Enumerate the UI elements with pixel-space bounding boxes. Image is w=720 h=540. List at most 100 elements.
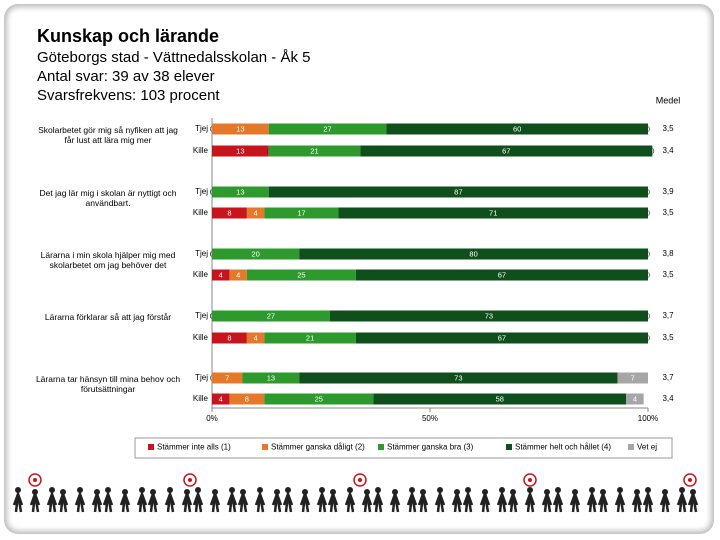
- mean-label: 3,9: [662, 187, 674, 196]
- value-label: 0: [646, 270, 650, 279]
- legend-label: Stämmer helt och hållet (4): [515, 443, 611, 452]
- footer-figure: [271, 490, 283, 513]
- bar-segment: [246, 269, 356, 281]
- footer-target: [358, 478, 362, 482]
- bar-segment: [338, 207, 648, 219]
- footer-figure: [237, 490, 249, 513]
- question-label: Lärarna förklarar så att jag förstår: [44, 312, 172, 322]
- footer-figure: [597, 490, 609, 513]
- footer-figure: [136, 490, 148, 513]
- footer-figure: [319, 487, 325, 493]
- value-label: 87: [454, 187, 462, 196]
- footer-figure: [257, 487, 263, 493]
- footer-figure: [462, 490, 474, 513]
- footer-figure: [417, 490, 429, 513]
- footer-figure: [192, 490, 204, 513]
- footer-figure: [105, 487, 111, 493]
- x-tick-label: 100%: [638, 414, 658, 423]
- category-label: Kille: [193, 146, 209, 155]
- value-label: 58: [496, 394, 504, 403]
- bar-segment: [268, 123, 387, 135]
- footer-figure: [586, 490, 598, 513]
- footer-figure: [167, 487, 173, 493]
- subtitle: Göteborgs stad - Vättnedalsskolan - Åk 5: [37, 49, 310, 66]
- legend-label: Vet ej: [637, 443, 657, 452]
- category-label: Tjej: [195, 187, 208, 196]
- footer-figure: [631, 490, 643, 513]
- footer-figure: [541, 490, 553, 513]
- value-label: 27: [267, 311, 275, 320]
- footer-target: [688, 478, 692, 482]
- value-label: 0: [646, 208, 650, 217]
- footer-figure: [229, 487, 235, 493]
- footer-figure: [181, 490, 193, 513]
- footer-figure: [46, 490, 58, 513]
- footer-figure: [614, 490, 626, 513]
- footer-figure: [451, 490, 463, 513]
- footer-figure: [617, 487, 623, 493]
- bar-segment: [212, 145, 269, 157]
- bar-segment: [212, 372, 243, 384]
- question-label: Det jag lär mig i skolan är nyttigt och …: [39, 188, 177, 208]
- bar-segment: [360, 145, 653, 157]
- value-label: 0: [646, 187, 650, 196]
- value-label: 13: [236, 146, 244, 155]
- value-label: 4: [219, 270, 223, 279]
- mean-label: 3,5: [662, 124, 674, 133]
- chart-title: Kunskap och lärande: [37, 26, 219, 46]
- footer-figure: [434, 490, 446, 513]
- footer-figure: [507, 490, 519, 513]
- footer-figure: [344, 490, 356, 513]
- value-label: 4: [633, 394, 637, 403]
- bar-segment: [212, 310, 330, 322]
- footer-figure: [327, 490, 339, 513]
- footer-figure: [465, 487, 471, 493]
- legend-swatch: [378, 444, 384, 450]
- legend-swatch: [628, 444, 634, 450]
- value-label: 73: [485, 311, 493, 320]
- question-label: Skolarbetet gör mig så nyfiken att jag f…: [38, 125, 178, 145]
- subtitle: Antal svar: 39 av 38 elever: [37, 68, 215, 85]
- value-label: 25: [297, 270, 305, 279]
- bar-segment: [264, 332, 356, 344]
- footer-figure: [406, 490, 418, 513]
- value-label: 4: [254, 208, 258, 217]
- bar-segment: [264, 393, 374, 405]
- bar-segment: [212, 123, 269, 135]
- footer-figure: [589, 487, 595, 493]
- bar-segment: [212, 248, 300, 260]
- footer-figure: [139, 487, 145, 493]
- value-label: 0: [646, 311, 650, 320]
- footer-figure: [524, 490, 536, 513]
- bar-segment: [212, 186, 269, 198]
- value-label: 4: [236, 270, 240, 279]
- bar-segment: [299, 248, 648, 260]
- footer-figure: [687, 490, 699, 513]
- subtitle: Svarsfrekvens: 103 procent: [37, 87, 220, 104]
- mean-label: 3,5: [662, 333, 674, 342]
- bar-segment: [373, 393, 627, 405]
- legend-label: Stämmer inte alls (1): [157, 443, 231, 452]
- footer-figure: [299, 490, 311, 513]
- footer-figure: [285, 487, 291, 493]
- footer-figure: [375, 487, 381, 493]
- footer-figure: [555, 487, 561, 493]
- value-label: 8: [227, 208, 231, 217]
- value-label: 67: [498, 333, 506, 342]
- value-label: 17: [297, 208, 305, 217]
- footer-figure: [569, 490, 581, 513]
- mean-label: 3,7: [662, 311, 674, 320]
- footer-figure: [77, 487, 83, 493]
- footer-figure: [254, 490, 266, 513]
- value-label: 7: [225, 373, 229, 382]
- value-label: 0: [646, 124, 650, 133]
- value-label: 13: [236, 124, 244, 133]
- footer-figure: [15, 487, 21, 493]
- mean-header: Medel: [656, 95, 681, 105]
- value-label: 4: [254, 333, 258, 342]
- footer-target: [528, 478, 532, 482]
- footer-figure: [119, 490, 131, 513]
- footer-figure: [499, 487, 505, 493]
- footer-figure: [645, 487, 651, 493]
- footer-figure: [409, 487, 415, 493]
